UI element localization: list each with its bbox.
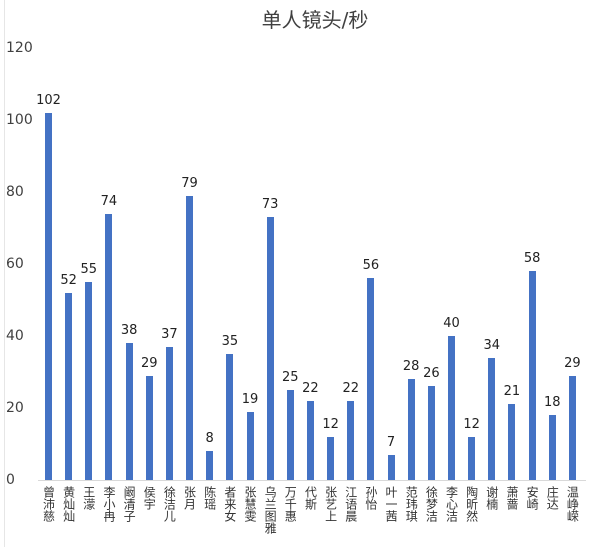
x-tick-label: 者来女 <box>222 486 237 522</box>
bar <box>488 357 496 480</box>
x-tick-label: 叶一茜 <box>384 486 399 522</box>
data-label: 25 <box>282 370 299 385</box>
data-label: 79 <box>181 175 198 191</box>
data-label: 22 <box>342 380 360 396</box>
x-tick-label: 张艺上 <box>323 486 338 522</box>
x-tick-label: 黄灿灿 <box>61 486 76 522</box>
x-tick-label: 李心洁 <box>444 486 459 522</box>
bar <box>448 336 455 480</box>
bar <box>226 354 234 480</box>
sheet-edge <box>0 0 5 547</box>
x-tick-label: 谢楠 <box>484 486 499 510</box>
data-label: 8 <box>205 431 214 447</box>
bar <box>468 436 476 480</box>
data-label: 18 <box>543 395 561 411</box>
x-tick-label: 孙怡 <box>363 486 378 510</box>
data-label: 12 <box>322 416 339 432</box>
data-label: 29 <box>140 355 158 371</box>
bar <box>427 386 435 480</box>
bar <box>286 390 294 480</box>
x-tick-label: 侯宇 <box>142 486 157 510</box>
x-tick-label: 张慧雯 <box>243 486 257 522</box>
x-tick-label: 万千惠 <box>283 486 298 522</box>
y-tick-label: 40 <box>6 328 24 344</box>
x-tick-label: 张月 <box>182 486 197 510</box>
x-tick-label: 庄达 <box>545 486 560 510</box>
y-tick-label: 120 <box>6 40 33 56</box>
bar <box>45 112 52 480</box>
bar <box>65 292 73 480</box>
bar <box>508 404 516 480</box>
data-label: 29 <box>564 355 581 371</box>
data-label: 21 <box>503 384 521 400</box>
bar <box>347 400 355 480</box>
bar <box>407 379 415 480</box>
bar <box>186 195 194 480</box>
bar <box>125 343 133 480</box>
x-axis-line <box>38 480 586 481</box>
bar <box>145 375 153 480</box>
x-tick-label: 徐洁儿 <box>162 486 177 522</box>
x-tick-label: 曾沛慈 <box>41 486 56 522</box>
data-label: 40 <box>443 316 460 331</box>
data-label: 102 <box>36 92 61 108</box>
x-tick-label: 江语晨 <box>343 486 358 522</box>
data-label: 52 <box>60 272 77 288</box>
x-tick-label: 范玮琪 <box>404 486 419 522</box>
y-tick-label: 100 <box>6 112 33 128</box>
data-label: 12 <box>463 416 480 432</box>
data-label: 37 <box>161 326 178 342</box>
data-label: 26 <box>423 366 440 382</box>
data-label: 55 <box>80 262 98 277</box>
data-label: 28 <box>402 359 420 375</box>
bar <box>367 278 375 480</box>
bar <box>165 346 173 480</box>
y-tick-label: 20 <box>6 400 24 416</box>
y-tick-label: 80 <box>6 184 24 200</box>
x-tick-label: 乌兰图雅 <box>263 486 278 534</box>
bar <box>387 454 395 480</box>
data-label: 22 <box>302 380 319 396</box>
data-label: 35 <box>221 334 239 349</box>
x-tick-label: 陶昕然 <box>464 486 479 522</box>
data-label: 7 <box>386 434 396 450</box>
y-tick-label: 0 <box>6 472 15 488</box>
bar <box>206 451 214 480</box>
bar <box>105 213 113 480</box>
x-tick-label: 陈瑶 <box>202 486 217 510</box>
bar <box>528 271 536 480</box>
chart-title: 单人镜头/秒 <box>0 4 600 33</box>
bar <box>327 436 335 480</box>
data-label: 34 <box>483 337 501 353</box>
x-tick-label: 王濛 <box>81 486 96 510</box>
x-tick-label: 代斯 <box>303 486 318 510</box>
data-label: 58 <box>523 251 541 267</box>
data-label: 73 <box>261 197 279 213</box>
x-tick-label: 李小冉 <box>101 486 116 522</box>
x-tick-label: 安崎 <box>525 486 540 510</box>
x-tick-label: 徐梦洁 <box>424 486 439 522</box>
data-label: 74 <box>100 193 118 209</box>
data-label: 38 <box>120 323 138 339</box>
data-label: 19 <box>241 391 259 407</box>
x-tick-label: 温峥嵘 <box>565 486 580 522</box>
y-tick-label: 60 <box>6 256 24 272</box>
bar <box>85 282 93 480</box>
bar <box>246 411 254 480</box>
bar <box>266 217 274 480</box>
bar <box>568 375 576 480</box>
data-label: 56 <box>362 258 380 274</box>
bar <box>548 415 556 480</box>
x-tick-label: 阚清子 <box>122 486 137 522</box>
x-tick-label: 萧蔷 <box>504 486 519 510</box>
bar <box>306 400 314 480</box>
chart-title-text: 单人镜头/秒 <box>261 8 369 32</box>
